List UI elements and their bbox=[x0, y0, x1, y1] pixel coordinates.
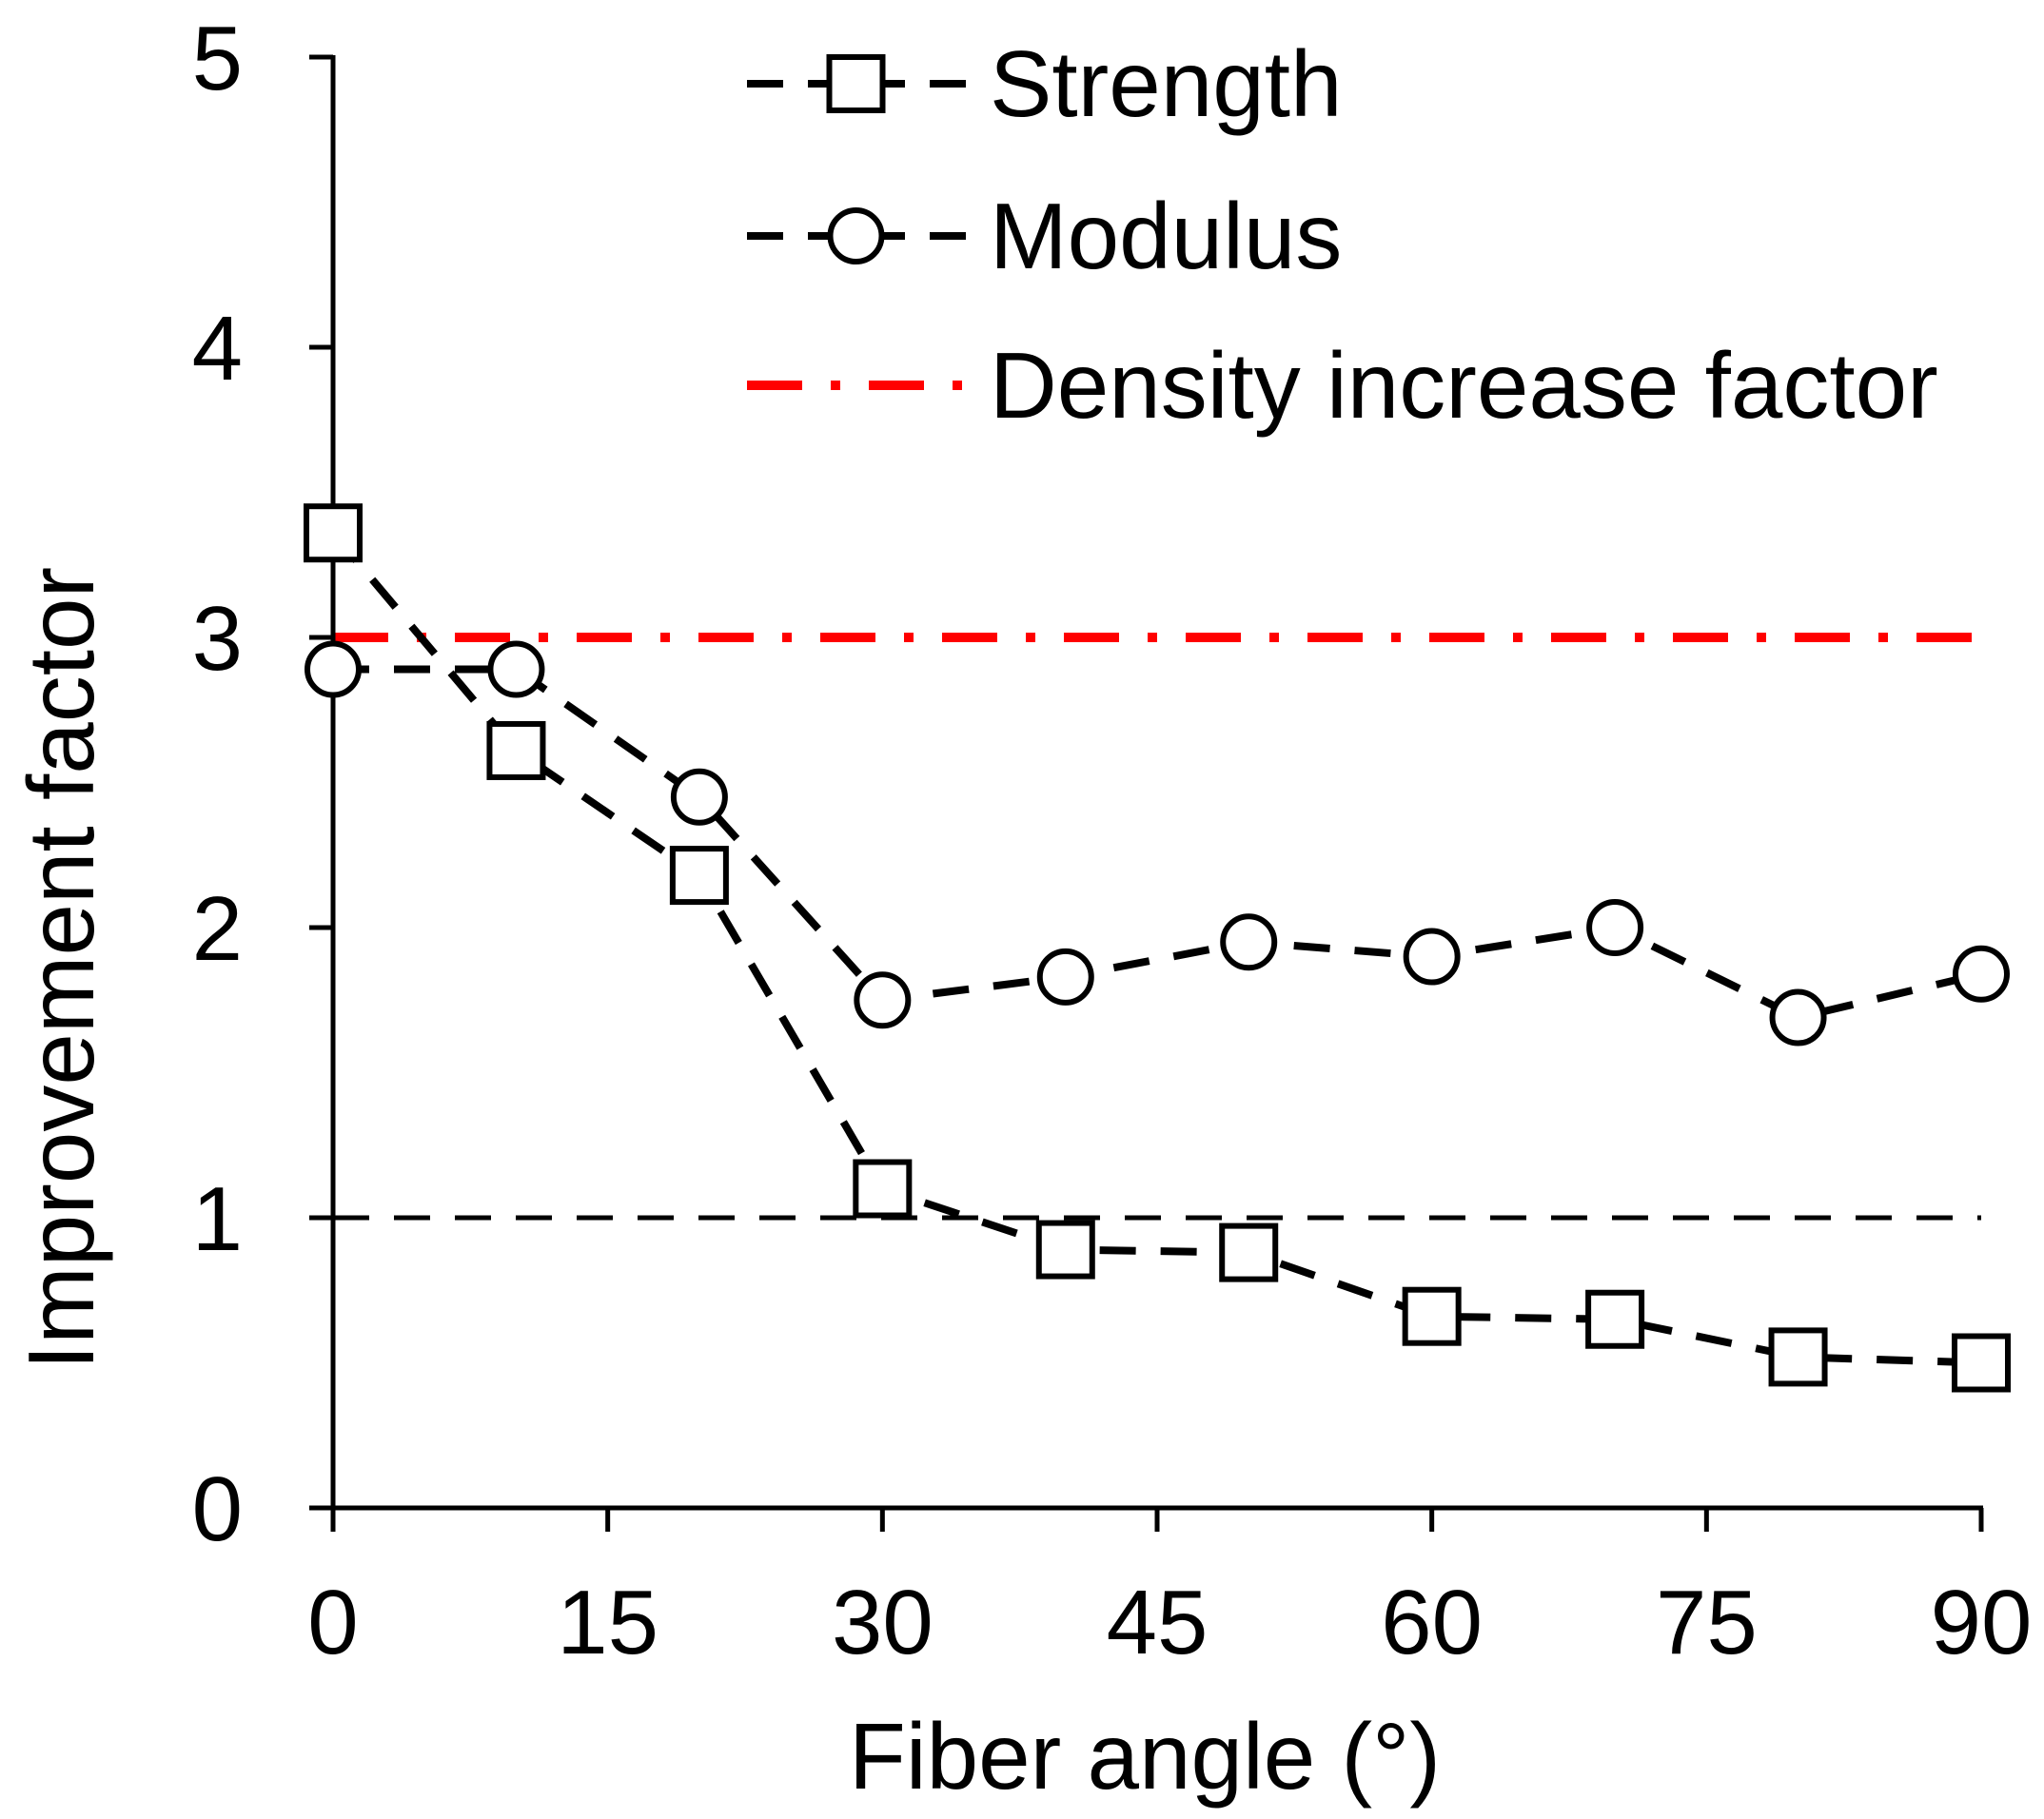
legend-item-density-increase-factor: Density increase factor bbox=[747, 333, 1938, 438]
strength-point bbox=[853, 1159, 913, 1219]
modulus-point bbox=[854, 971, 912, 1029]
legend-item-strength: Strength bbox=[747, 31, 1342, 136]
series-line-modulus bbox=[333, 665, 1982, 1022]
y-tick-label: 2 bbox=[192, 878, 243, 980]
legend-label-density-increase-factor: Density increase factor bbox=[990, 333, 1938, 438]
legend: Strength Modulus Density increase factor bbox=[747, 31, 1938, 438]
x-axis-title: Fiber angle (°) bbox=[849, 1704, 1441, 1809]
strength-point bbox=[304, 503, 363, 563]
legend-label-strength: Strength bbox=[990, 31, 1342, 136]
x-tick-label: 30 bbox=[832, 1572, 934, 1673]
x-tick-label: 60 bbox=[1381, 1572, 1483, 1673]
y-axis-title: Improvement factor bbox=[9, 567, 113, 1370]
strength-point bbox=[1402, 1286, 1462, 1346]
legend-marker-strength bbox=[826, 54, 886, 113]
modulus-point bbox=[305, 640, 362, 698]
modulus-point bbox=[1953, 945, 2010, 1003]
modulus-point bbox=[487, 640, 545, 698]
y-tick-label: 0 bbox=[192, 1458, 243, 1560]
modulus-point bbox=[1220, 913, 1278, 971]
strength-point bbox=[1585, 1289, 1645, 1349]
reference-lines bbox=[333, 633, 1981, 1221]
modulus-point bbox=[1036, 948, 1094, 1006]
modulus-point bbox=[1769, 988, 1827, 1046]
series-modulus bbox=[305, 640, 2010, 1046]
modulus-point bbox=[1403, 928, 1461, 986]
modulus-point bbox=[1586, 899, 1644, 956]
x-tick-label: 0 bbox=[307, 1572, 358, 1673]
strength-point bbox=[1035, 1220, 1095, 1280]
y-tick-label: 1 bbox=[192, 1168, 243, 1270]
legend-item-modulus: Modulus bbox=[747, 184, 1342, 288]
legend-label-modulus: Modulus bbox=[990, 184, 1342, 288]
y-tick-label: 3 bbox=[192, 588, 243, 690]
strength-point bbox=[1768, 1327, 1828, 1387]
x-tick-label: 45 bbox=[1107, 1572, 1209, 1673]
x-tick-label: 15 bbox=[557, 1572, 658, 1673]
series-line-strength bbox=[329, 530, 1982, 1367]
x-tick-label: 75 bbox=[1656, 1572, 1758, 1673]
strength-point bbox=[1219, 1222, 1279, 1282]
legend-marker-modulus bbox=[827, 207, 885, 264]
series-group bbox=[304, 503, 2011, 1393]
modulus-point bbox=[670, 768, 728, 826]
y-tick-label: 5 bbox=[192, 8, 243, 109]
strength-point bbox=[1952, 1333, 2011, 1393]
series-strength bbox=[304, 503, 2011, 1393]
strength-point bbox=[486, 720, 546, 780]
y-tick-label: 4 bbox=[192, 298, 243, 400]
strength-point bbox=[669, 846, 729, 906]
x-tick-label: 90 bbox=[1931, 1572, 2033, 1673]
